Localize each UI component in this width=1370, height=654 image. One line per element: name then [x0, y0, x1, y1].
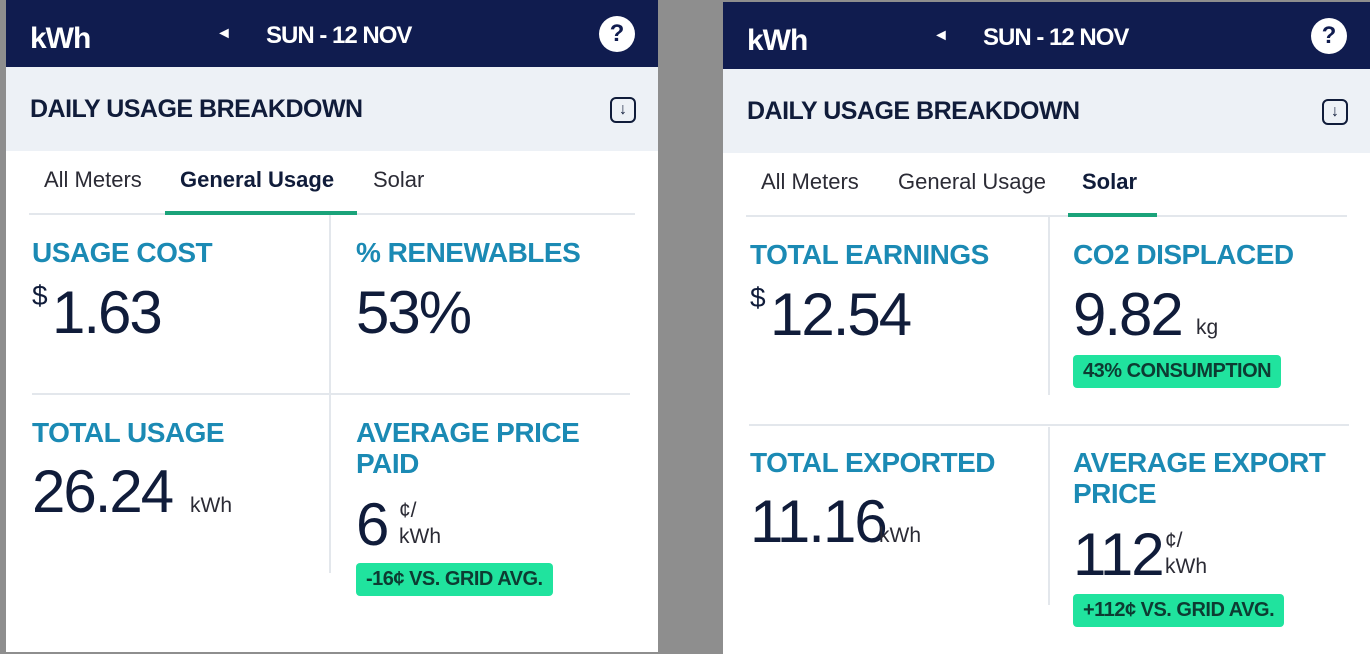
tab-solar[interactable]: Solar [1082, 169, 1138, 194]
average-price-value: 6 [356, 491, 389, 558]
unit-toggle[interactable]: kWh [747, 24, 808, 57]
average-price-unit: ¢/ kWh [399, 498, 441, 550]
total-earnings-label: TOTAL EARNINGS [750, 239, 989, 270]
active-tab-indicator [165, 211, 357, 215]
renewables-value: 53% [356, 279, 472, 346]
section-header: DAILY USAGE BREAKDOWN ↓ [723, 69, 1370, 153]
average-export-price-label-line2: PRICE [1073, 478, 1157, 509]
average-price-unit-line1: ¢/ [399, 499, 417, 522]
top-bar: kWh ◄ SUN - 12 NOV ? [723, 2, 1370, 69]
tab-solar[interactable]: Solar [373, 167, 425, 192]
currency-symbol: $ [32, 280, 48, 311]
section-title: DAILY USAGE BREAKDOWN [747, 97, 1080, 125]
grid-comparison-badge: -16¢ VS. GRID AVG. [356, 563, 553, 596]
usage-cost-label: USAGE COST [32, 237, 213, 268]
average-export-price-value: 112 [1073, 521, 1165, 588]
right-panel: kWh ◄ SUN - 12 NOV ? DAILY USAGE BREAKDO… [723, 2, 1370, 654]
usage-cost-value: $ 1.63 [32, 278, 163, 347]
previous-day-arrow-icon[interactable]: ◄ [933, 27, 949, 44]
grid-divider-vertical [1048, 217, 1050, 395]
top-bar: kWh ◄ SUN - 12 NOV ? [6, 0, 658, 67]
tab-all-meters[interactable]: All Meters [44, 167, 142, 192]
consumption-badge: 43% CONSUMPTION [1073, 355, 1282, 388]
average-price-unit-line2: kWh [399, 525, 441, 548]
meter-tabs: All Meters General Usage Solar [29, 151, 635, 215]
average-price-label: AVERAGE PRICE PAID [356, 417, 580, 479]
tab-general-usage[interactable]: General Usage [898, 169, 1046, 194]
total-usage-value: 26.24 [32, 458, 174, 525]
date-label: SUN - 12 NOV [266, 22, 412, 49]
average-export-price-label: AVERAGE EXPORT PRICE [1073, 447, 1326, 509]
grid-comparison-badge: +112¢ VS. GRID AVG. [1073, 594, 1285, 627]
currency-symbol: $ [750, 282, 766, 313]
total-exported-unit: kWh [879, 524, 921, 547]
total-usage-unit: kWh [190, 494, 232, 517]
total-exported-value: 11.16 [750, 488, 888, 555]
average-price-label-line1: AVERAGE PRICE [356, 417, 580, 448]
tab-general-usage[interactable]: General Usage [180, 167, 335, 192]
download-icon[interactable]: ↓ [610, 97, 636, 123]
left-panel: kWh ◄ SUN - 12 NOV ? DAILY USAGE BREAKDO… [6, 0, 658, 652]
average-price-label-line2: PAID [356, 448, 419, 479]
active-tab-indicator [1068, 213, 1157, 217]
co2-displaced-label: CO2 DISPLACED [1073, 239, 1294, 270]
grid-divider-vertical [1048, 427, 1050, 605]
download-icon[interactable]: ↓ [1322, 99, 1348, 125]
date-label: SUN - 12 NOV [983, 24, 1129, 51]
section-header: DAILY USAGE BREAKDOWN ↓ [6, 67, 658, 151]
tab-all-meters[interactable]: All Meters [761, 169, 859, 194]
average-export-price-unit-line2: kWh [1165, 555, 1207, 578]
section-title: DAILY USAGE BREAKDOWN [30, 95, 363, 123]
grid-divider-horizontal [749, 424, 1349, 426]
average-export-price-label-line1: AVERAGE EXPORT [1073, 447, 1326, 478]
total-usage-label: TOTAL USAGE [32, 417, 225, 448]
previous-day-arrow-icon[interactable]: ◄ [216, 25, 232, 42]
average-export-price-unit-line1: ¢/ [1165, 529, 1183, 552]
total-exported-label: TOTAL EXPORTED [750, 447, 996, 478]
total-earnings-value: $ 12.54 [750, 280, 912, 349]
usage-cost-amount: 1.63 [52, 279, 163, 346]
total-earnings-amount: 12.54 [770, 281, 912, 348]
co2-displaced-unit: kg [1196, 316, 1219, 339]
grid-divider-horizontal [32, 393, 630, 395]
co2-displaced-value: 9.82 [1073, 281, 1184, 348]
help-icon[interactable]: ? [599, 16, 635, 52]
average-export-price-unit: ¢/ kWh [1165, 528, 1207, 580]
renewables-label: % RENEWABLES [356, 237, 581, 268]
meter-tabs: All Meters General Usage Solar [746, 153, 1347, 217]
unit-toggle[interactable]: kWh [30, 22, 91, 55]
help-icon[interactable]: ? [1311, 18, 1347, 54]
